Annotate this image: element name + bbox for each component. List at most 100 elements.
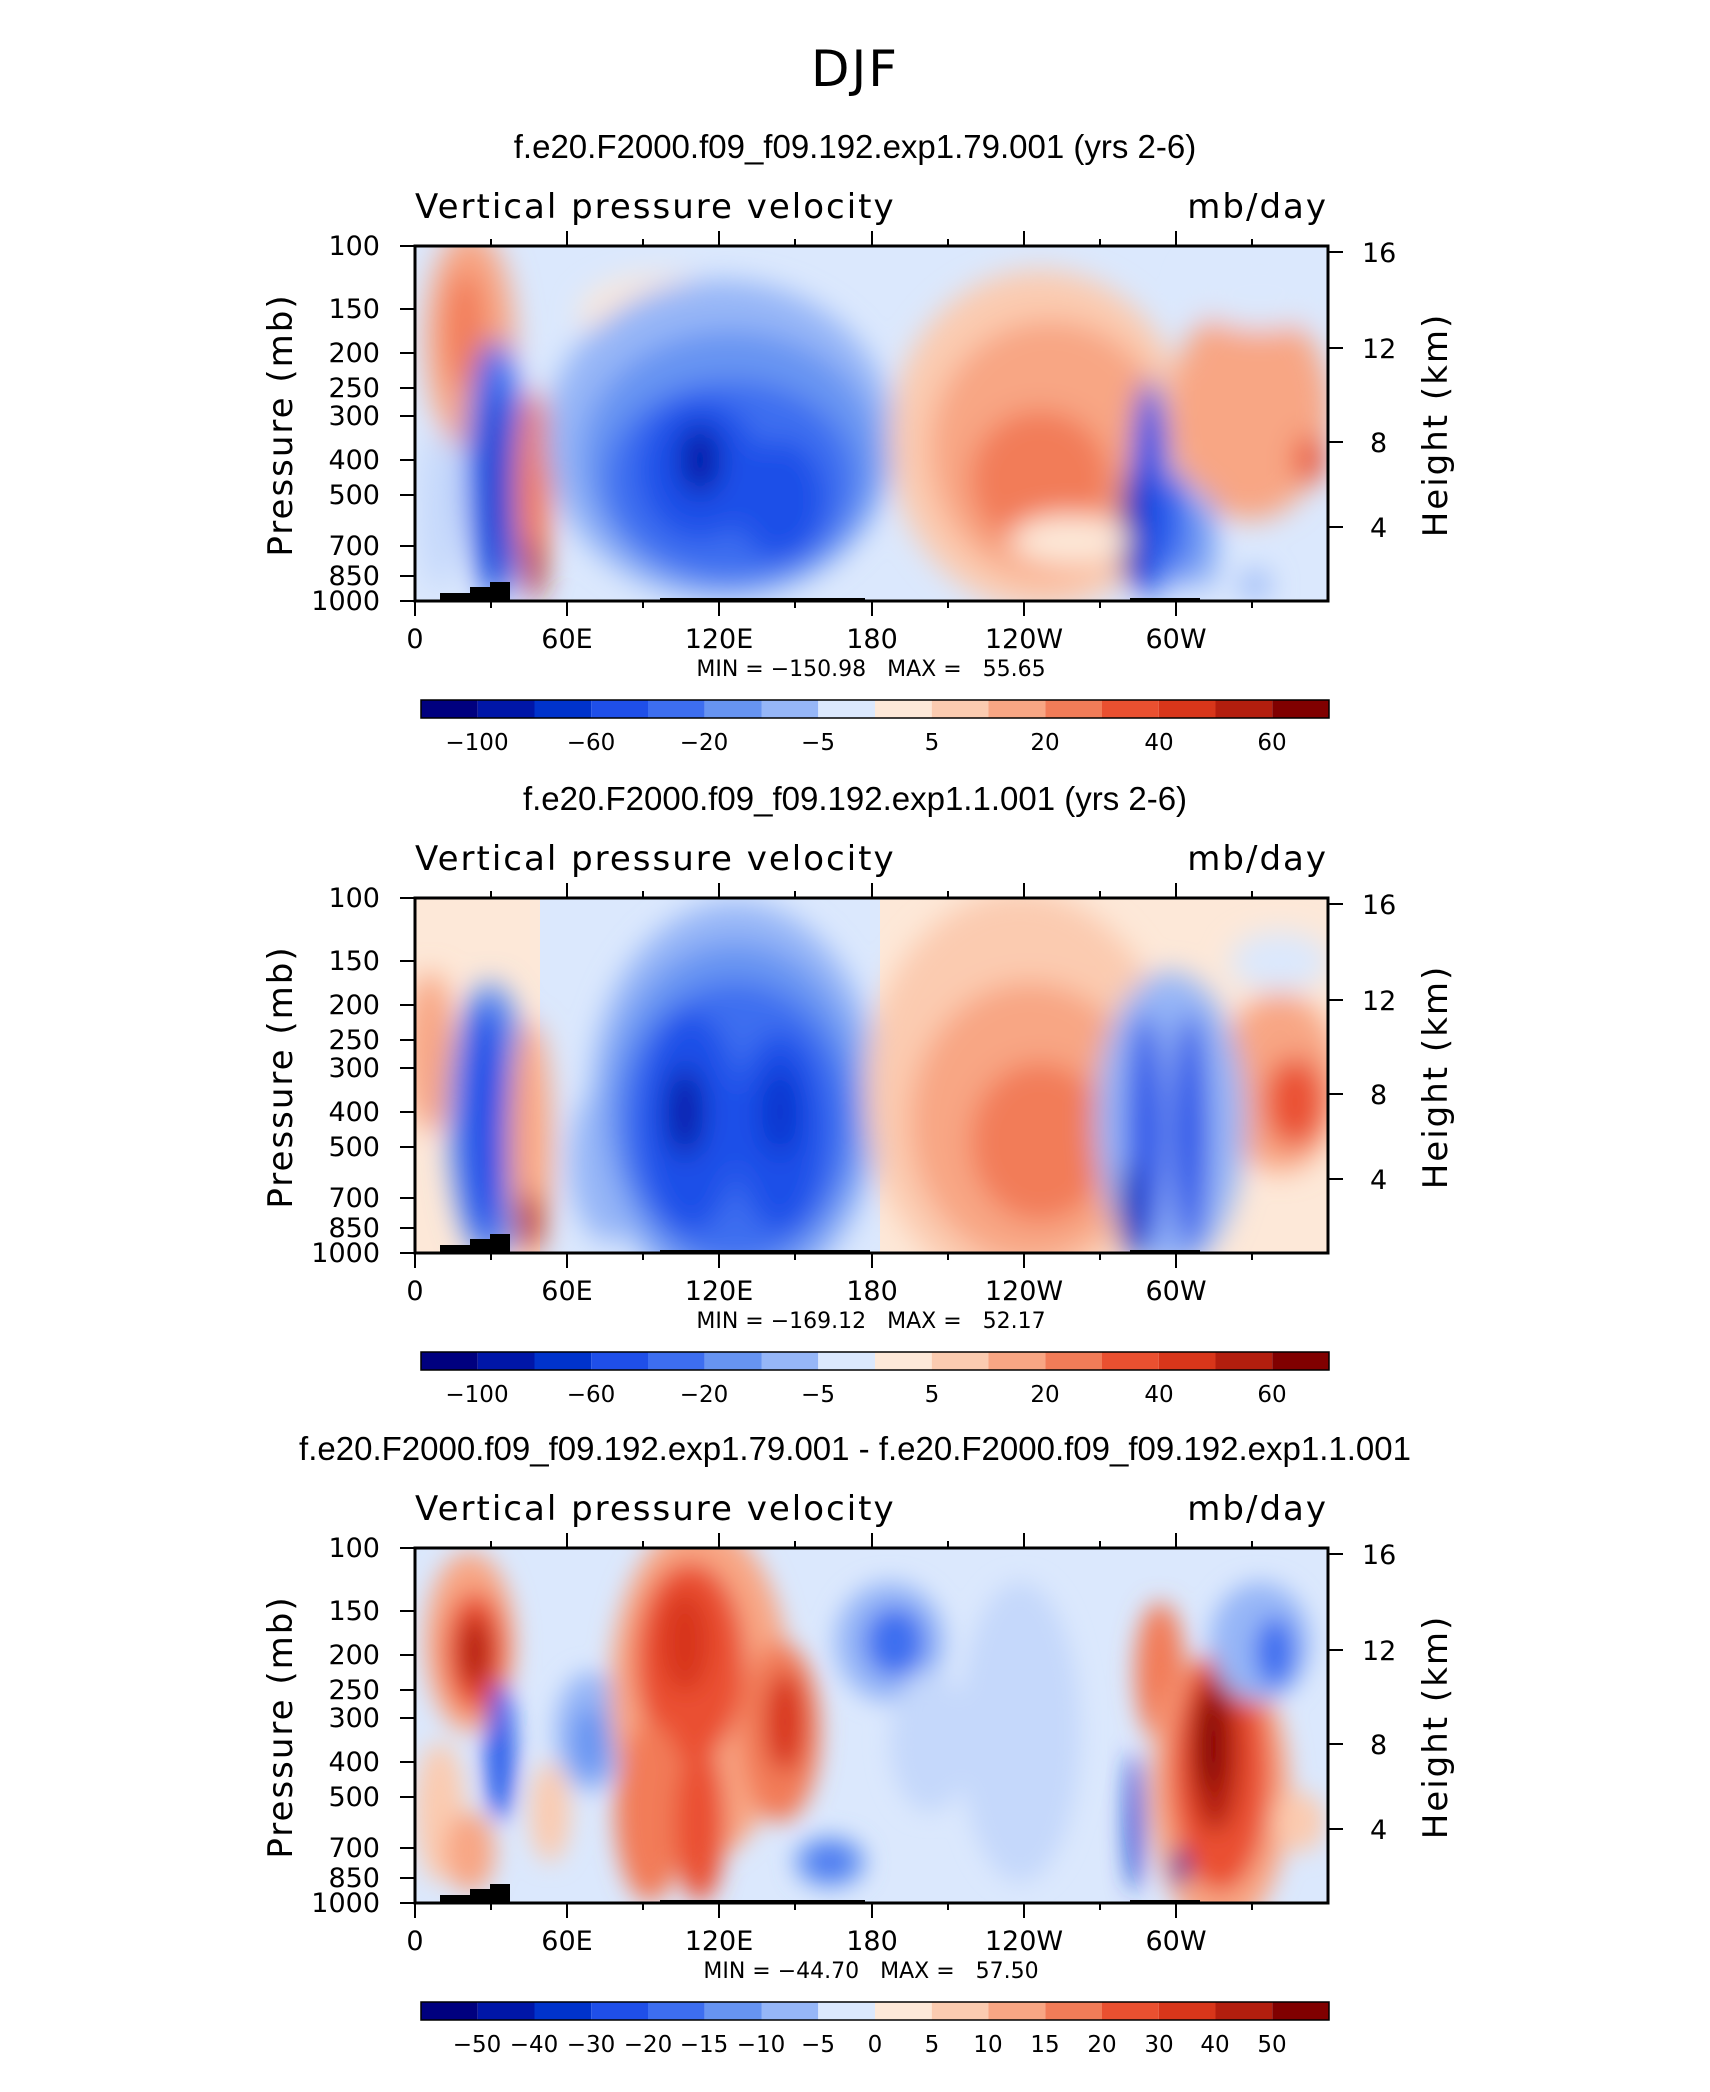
svg-text:4: 4: [1370, 513, 1387, 544]
min-max-label: MIN = −169.12 MAX = 52.17: [696, 1309, 1045, 1334]
left-axis: 100 150 200 250 300 400 500 700 850 1000: [311, 883, 415, 1269]
svg-text:700: 700: [328, 1833, 380, 1864]
right-axis: 16 12 8 4: [1328, 238, 1396, 544]
panel-3: Vertical pressure velocity mb/day: [0, 1492, 1710, 2092]
svg-text:60W: 60W: [1145, 1926, 1206, 1957]
svg-text:700: 700: [328, 1183, 380, 1214]
svg-text:16: 16: [1362, 890, 1396, 921]
left-axis-label: Pressure (mb): [261, 1595, 301, 1858]
svg-text:250: 250: [328, 373, 380, 404]
colorbar-label: −60: [567, 730, 616, 756]
svg-text:500: 500: [328, 480, 380, 511]
colorbar-label: 20: [1030, 1382, 1059, 1408]
svg-text:60W: 60W: [1145, 1276, 1206, 1307]
colorbar-label: −100: [445, 730, 508, 756]
svg-text:150: 150: [328, 946, 380, 977]
colorbar-label: 20: [1030, 730, 1059, 756]
colorbar-label: −10: [737, 2032, 786, 2058]
units-label: mb/day: [1187, 190, 1328, 227]
colorbar-label: −30: [567, 2032, 616, 2058]
svg-text:60W: 60W: [1145, 624, 1206, 655]
colorbar: −100 −60 −20 −5 5 20 40 60: [420, 699, 1330, 756]
svg-text:850: 850: [328, 561, 380, 592]
colorbar-label: −60: [567, 1382, 616, 1408]
variable-label: Vertical pressure velocity: [415, 842, 896, 879]
svg-text:4: 4: [1370, 1815, 1387, 1846]
colorbar-label: −5: [801, 2032, 835, 2058]
svg-text:250: 250: [328, 1675, 380, 1706]
svg-text:12: 12: [1362, 986, 1396, 1017]
svg-text:120W: 120W: [985, 1926, 1063, 1957]
svg-text:400: 400: [328, 445, 380, 476]
svg-text:500: 500: [328, 1782, 380, 1813]
colorbar-label: −5: [801, 730, 835, 756]
svg-text:120W: 120W: [985, 1276, 1063, 1307]
svg-text:1000: 1000: [311, 586, 380, 617]
colorbar: −50 −40 −30 −20 −15 −10 −5 0 5 10 15 20 …: [420, 2001, 1330, 2058]
colorbar-label: 40: [1200, 2032, 1229, 2058]
svg-text:12: 12: [1362, 334, 1396, 365]
contour-field: [415, 246, 1328, 601]
svg-text:120E: 120E: [685, 624, 754, 655]
right-axis-label: Height (km): [1416, 965, 1456, 1190]
svg-text:16: 16: [1362, 1540, 1396, 1571]
svg-text:100: 100: [328, 883, 380, 914]
panel-2-title: f.e20.F2000.f09_f09.192.exp1.1.001 (yrs …: [522, 780, 1188, 817]
svg-text:60E: 60E: [541, 1926, 592, 1957]
figure-title: DJF: [810, 40, 899, 98]
variable-label: Vertical pressure velocity: [415, 1492, 896, 1529]
x-axis: 0 60E 120E 180 120W 60W: [406, 1533, 1253, 1957]
colorbar-label: −40: [510, 2032, 559, 2058]
colorbar-label: 30: [1144, 2032, 1173, 2058]
svg-text:400: 400: [328, 1097, 380, 1128]
colorbar-label: −20: [680, 1382, 729, 1408]
svg-text:850: 850: [328, 1213, 380, 1244]
left-axis-label: Pressure (mb): [261, 945, 301, 1208]
colorbar-label: 0: [868, 2032, 883, 2058]
panel-1-plot: Vertical pressure velocity mb/day: [261, 190, 1456, 756]
svg-text:120E: 120E: [685, 1276, 754, 1307]
colorbar-label: 40: [1144, 1382, 1173, 1408]
svg-text:200: 200: [328, 990, 380, 1021]
svg-text:60E: 60E: [541, 1276, 592, 1307]
variable-label: Vertical pressure velocity: [415, 190, 896, 227]
x-axis: 0 60E 120E 180 120W 60W: [406, 883, 1253, 1307]
svg-text:60E: 60E: [541, 624, 592, 655]
svg-text:8: 8: [1370, 1730, 1387, 1761]
contour-field: [415, 1548, 1328, 1903]
svg-text:1000: 1000: [311, 1888, 380, 1919]
panel-2-plot: Vertical pressure velocity mb/day: [261, 842, 1456, 1408]
svg-text:200: 200: [328, 1640, 380, 1671]
svg-text:850: 850: [328, 1863, 380, 1894]
left-axis: 100 150 200 250 300 400 500 700 850 1000: [311, 231, 415, 617]
svg-text:500: 500: [328, 1132, 380, 1163]
panel-3-title: f.e20.F2000.f09_f09.192.exp1.79.001 - f.…: [299, 1430, 1411, 1467]
min-max-label: MIN = −150.98 MAX = 55.65: [696, 657, 1045, 682]
svg-text:0: 0: [406, 1926, 423, 1957]
svg-text:100: 100: [328, 1533, 380, 1564]
svg-text:150: 150: [328, 294, 380, 325]
svg-text:300: 300: [328, 1053, 380, 1084]
colorbar-label: −5: [801, 1382, 835, 1408]
colorbar-label: 40: [1144, 730, 1173, 756]
svg-text:250: 250: [328, 1025, 380, 1056]
svg-text:1000: 1000: [311, 1238, 380, 1269]
svg-text:300: 300: [328, 1703, 380, 1734]
colorbar-label: −15: [680, 2032, 729, 2058]
contour-field: [415, 898, 1328, 1253]
right-axis-label: Height (km): [1416, 313, 1456, 538]
svg-text:4: 4: [1370, 1165, 1387, 1196]
panel-3-plot: Vertical pressure velocity mb/day: [261, 1492, 1456, 2058]
colorbar-label: −50: [453, 2032, 502, 2058]
svg-text:200: 200: [328, 338, 380, 369]
right-axis: 16 12 8 4: [1328, 1540, 1396, 1846]
svg-text:180: 180: [846, 1926, 898, 1957]
svg-text:300: 300: [328, 401, 380, 432]
panel-1-title: f.e20.F2000.f09_f09.192.exp1.79.001 (yrs…: [513, 128, 1197, 165]
svg-text:8: 8: [1370, 428, 1387, 459]
units-label: mb/day: [1187, 842, 1328, 879]
svg-text:0: 0: [406, 624, 423, 655]
svg-text:0: 0: [406, 1276, 423, 1307]
svg-text:400: 400: [328, 1747, 380, 1778]
panel-1: Vertical pressure velocity mb/day: [0, 190, 1710, 790]
